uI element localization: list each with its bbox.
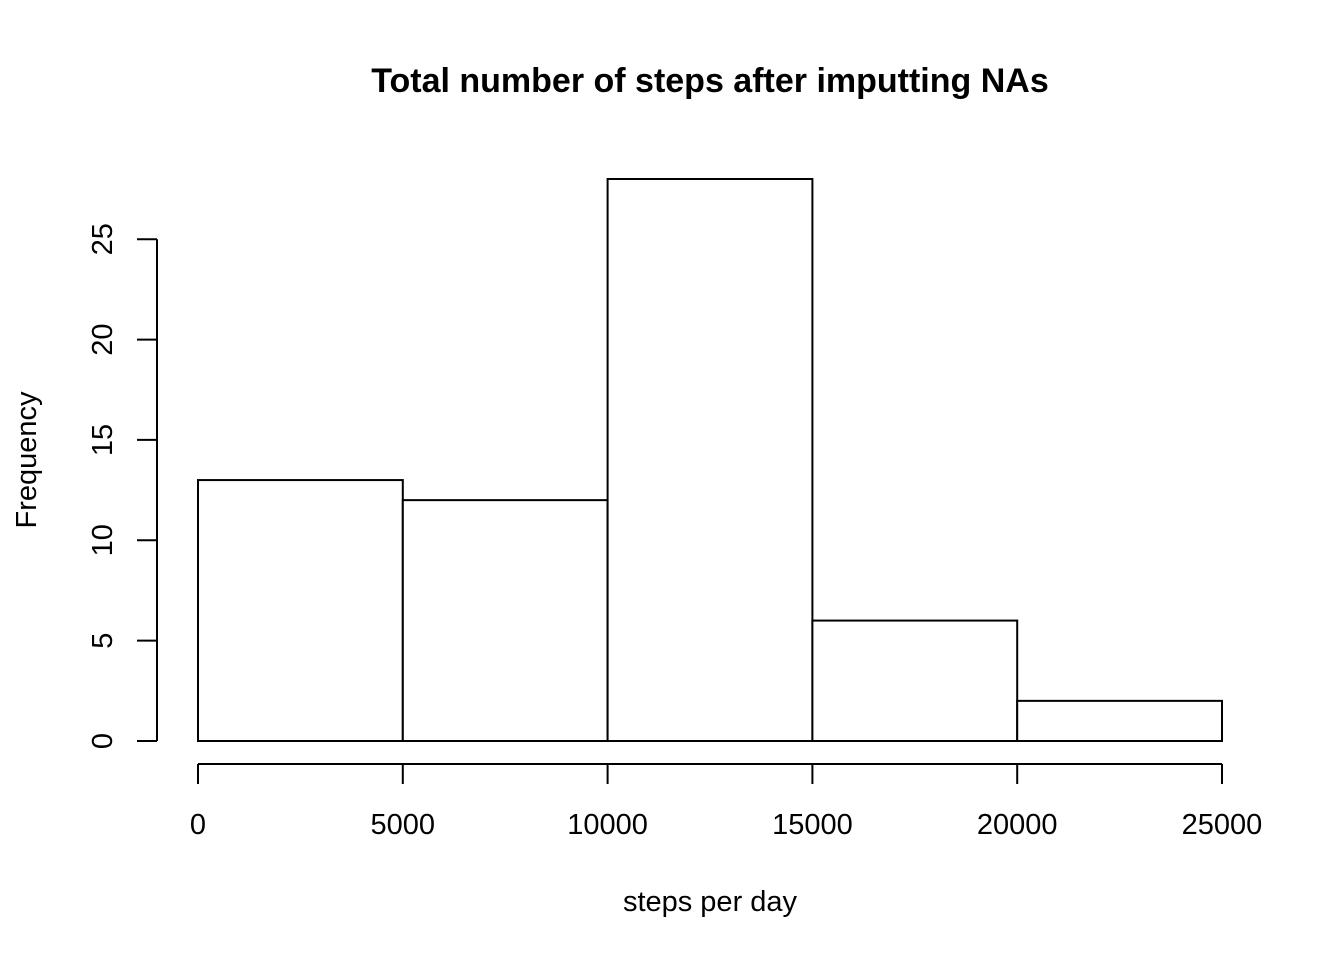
histogram-bar-4 bbox=[1016, 699, 1224, 742]
y-axis-label: Frequency bbox=[11, 391, 43, 529]
x-tick-label-5: 25000 bbox=[1182, 809, 1263, 841]
histogram-bar-2 bbox=[606, 178, 814, 742]
chart-title: Total number of steps after imputting NA… bbox=[371, 62, 1049, 100]
x-tick-label-3: 15000 bbox=[772, 809, 853, 841]
x-axis-label: steps per day bbox=[623, 886, 798, 918]
histogram-bar-1 bbox=[401, 499, 609, 742]
y-tick-label-2: 10 bbox=[87, 524, 119, 556]
bars-group bbox=[197, 178, 1224, 742]
x-tick-label-2: 10000 bbox=[567, 809, 648, 841]
x-tick-label-4: 20000 bbox=[977, 809, 1058, 841]
y-tick-label-1: 5 bbox=[87, 633, 119, 649]
y-tick-label-4: 20 bbox=[87, 323, 119, 355]
x-tick-label-0: 0 bbox=[190, 809, 206, 841]
histogram-bar-3 bbox=[811, 619, 1019, 742]
x-axis: 0 5000 10000 15000 20000 25000 bbox=[190, 763, 1263, 841]
y-axis: 0 5 10 15 20 25 bbox=[87, 223, 158, 749]
y-tick-label-5: 25 bbox=[87, 223, 119, 255]
y-tick-label-3: 15 bbox=[87, 424, 119, 456]
x-tick-label-1: 5000 bbox=[371, 809, 436, 841]
histogram-bar-0 bbox=[197, 479, 404, 742]
y-tick-label-0: 0 bbox=[87, 733, 119, 749]
